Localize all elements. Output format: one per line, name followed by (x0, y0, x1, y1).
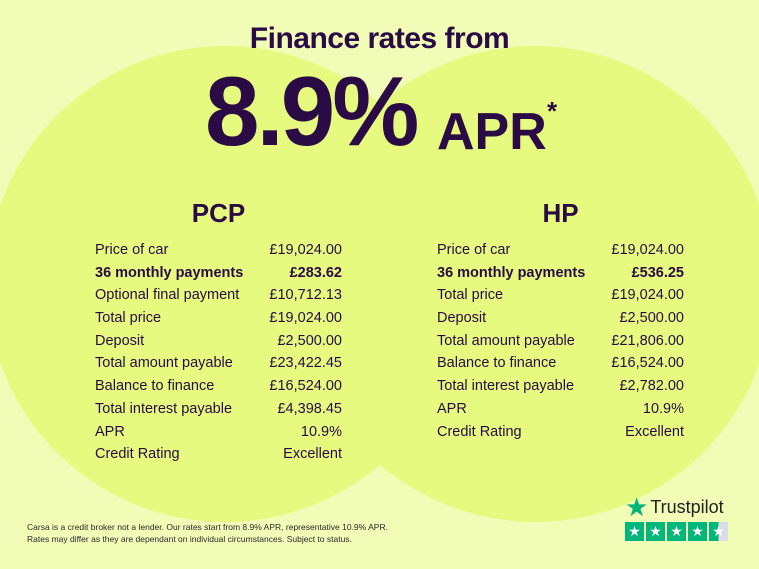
row-value: £16,524.00 (269, 378, 342, 395)
row-value: £21,806.00 (611, 332, 684, 349)
row-value: £283.62 (289, 264, 342, 281)
hp-table: HP Price of car £19,024.00 36 monthly paym… (437, 198, 684, 443)
row-value: 10.9% (300, 423, 342, 440)
row-value: £23,422.45 (269, 355, 342, 372)
asterisk: * (547, 96, 558, 126)
row-label: Deposit (437, 310, 487, 327)
row-label: 36 monthly payments (437, 264, 586, 281)
table-row: Total amount payable £21,806.00 (437, 330, 684, 353)
row-label: APR (95, 423, 125, 440)
disclaimer-line-2: Rates may differ as they are dependant o… (27, 534, 352, 544)
row-label: Total price (95, 310, 162, 327)
right-circle-decoration (297, 46, 759, 522)
row-value: £2,500.00 (619, 310, 684, 327)
row-label: Price of car (437, 242, 511, 258)
row-label: Total amount payable (437, 332, 575, 349)
star-icon: ★ (688, 522, 707, 541)
row-label: Balance to finance (437, 355, 557, 372)
row-label: Credit Rating (95, 446, 180, 463)
disclaimer: Carsa is a credit broker not a lender. O… (27, 521, 388, 545)
table-row: Credit Rating Excellent (95, 443, 342, 466)
row-value: £2,500.00 (277, 332, 342, 349)
row-label: APR (437, 400, 467, 417)
row-value: Excellent (283, 446, 342, 463)
table-row: Total price £19,024.00 (95, 307, 342, 330)
row-value: £19,024.00 (269, 242, 342, 258)
headline: Finance rates from (249, 22, 510, 55)
pcp-table: PCP Price of car £19,024.00 36 monthly pay… (95, 198, 342, 466)
trustpilot-badge: ★ Trustpilot ★ ★ ★ ★ ★ (625, 494, 728, 541)
star-icon: ★ (646, 522, 665, 541)
table-row: Deposit £2,500.00 (437, 307, 684, 330)
table-row: Price of car £19,024.00 (95, 239, 342, 262)
row-label: Optional final payment (95, 287, 240, 304)
star-icon: ★ (625, 492, 649, 522)
row-value: £2,782.00 (619, 378, 684, 395)
row-value: £19,024.00 (611, 242, 684, 258)
row-value: £10,712.13 (269, 287, 342, 304)
row-label: 36 monthly payments (95, 264, 244, 281)
table-row: Optional final payment £10,712.13 (95, 284, 342, 307)
table-row: 36 monthly payments £536.25 (437, 262, 684, 285)
star-icon: ★ (625, 522, 644, 541)
row-value: £19,024.00 (269, 310, 342, 327)
trustpilot-name: Trustpilot (650, 496, 724, 517)
table-row: Total price £19,024.00 (437, 284, 684, 307)
row-label: Total interest payable (95, 400, 233, 417)
row-label: Total interest payable (437, 378, 575, 395)
table-row: Price of car £19,024.00 (437, 239, 684, 262)
star-icon: ★ (667, 522, 686, 541)
row-label: Deposit (95, 332, 145, 349)
table-row: Total interest payable £4,398.45 (95, 398, 342, 421)
row-label: Total price (437, 287, 504, 304)
disclaimer-line-1: Carsa is a credit broker not a lender. O… (27, 522, 388, 532)
row-value: Excellent (625, 423, 684, 440)
table-row: APR 10.9% (95, 421, 342, 444)
rating-stars: ★ ★ ★ ★ ★ (625, 522, 728, 541)
hp-heading: HP (542, 198, 579, 228)
row-label: Price of car (95, 242, 169, 258)
table-row: Balance to finance £16,524.00 (95, 375, 342, 398)
row-value: £536.25 (631, 264, 684, 281)
row-value: £16,524.00 (611, 355, 684, 372)
table-row: Deposit £2,500.00 (95, 330, 342, 353)
table-row: Balance to finance £16,524.00 (437, 352, 684, 375)
rate-value: 8.9% (205, 56, 419, 166)
row-label: Balance to finance (95, 378, 215, 395)
table-row: APR 10.9% (437, 398, 684, 421)
table-row: Total amount payable £23,422.45 (95, 352, 342, 375)
row-value: 10.9% (642, 400, 684, 417)
table-row: 36 monthly payments £283.62 (95, 262, 342, 285)
table-row: Credit Rating Excellent (437, 421, 684, 444)
row-value: £4,398.45 (277, 400, 342, 417)
rate-suffix: APR (437, 103, 547, 161)
row-value: £19,024.00 (611, 287, 684, 304)
row-label: Total amount payable (95, 355, 233, 372)
row-label: Credit Rating (437, 423, 522, 440)
star-icon: ★ (709, 522, 728, 541)
table-row: Total interest payable £2,782.00 (437, 375, 684, 398)
pcp-heading: PCP (191, 198, 246, 228)
